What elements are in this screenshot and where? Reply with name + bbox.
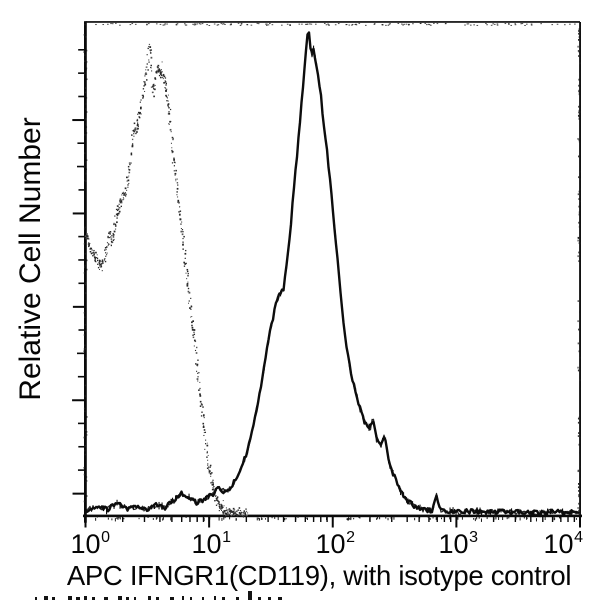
- clipped-caption-mark: [258, 597, 262, 600]
- x-axis-label: APC IFNGR1(CD119), with isotype control: [66, 560, 572, 591]
- clipped-caption-mark: [156, 597, 160, 600]
- clipped-caption-mark: [236, 597, 239, 600]
- clipped-caption-mark: [170, 597, 174, 600]
- clipped-caption-mark: [134, 597, 137, 600]
- clipped-caption-mark: [118, 596, 122, 600]
- clipped-caption-mark: [268, 597, 272, 600]
- clipped-caption-mark: [182, 596, 185, 600]
- clipped-caption-mark: [190, 597, 193, 600]
- clipped-caption-mark: [76, 597, 80, 600]
- clipped-caption-mark: [202, 597, 204, 600]
- x-tick-label: 102: [315, 529, 355, 559]
- y-axis-label: Relative Cell Number: [14, 117, 47, 401]
- x-tick-label: 101: [191, 529, 231, 559]
- clipped-caption-mark: [84, 596, 87, 600]
- clipped-caption-mark: [68, 596, 72, 600]
- clipped-caption-mark: [52, 597, 55, 600]
- clipped-caption-mark: [104, 597, 108, 600]
- x-tick-label: 104: [543, 529, 583, 559]
- clipped-caption-mark: [44, 596, 48, 600]
- clipped-caption-mark: [248, 591, 252, 600]
- clipped-caption-mark: [222, 597, 225, 600]
- clipped-caption-mark: [126, 597, 130, 600]
- clipped-caption-mark: [92, 597, 96, 600]
- clipped-caption-mark: [278, 597, 282, 600]
- x-tick-label: 103: [438, 529, 478, 559]
- clipped-caption-mark: [35, 597, 38, 600]
- clipped-caption-mark: [148, 596, 152, 600]
- clipped-caption-mark: [214, 596, 217, 600]
- x-tick-label: 100: [70, 529, 110, 559]
